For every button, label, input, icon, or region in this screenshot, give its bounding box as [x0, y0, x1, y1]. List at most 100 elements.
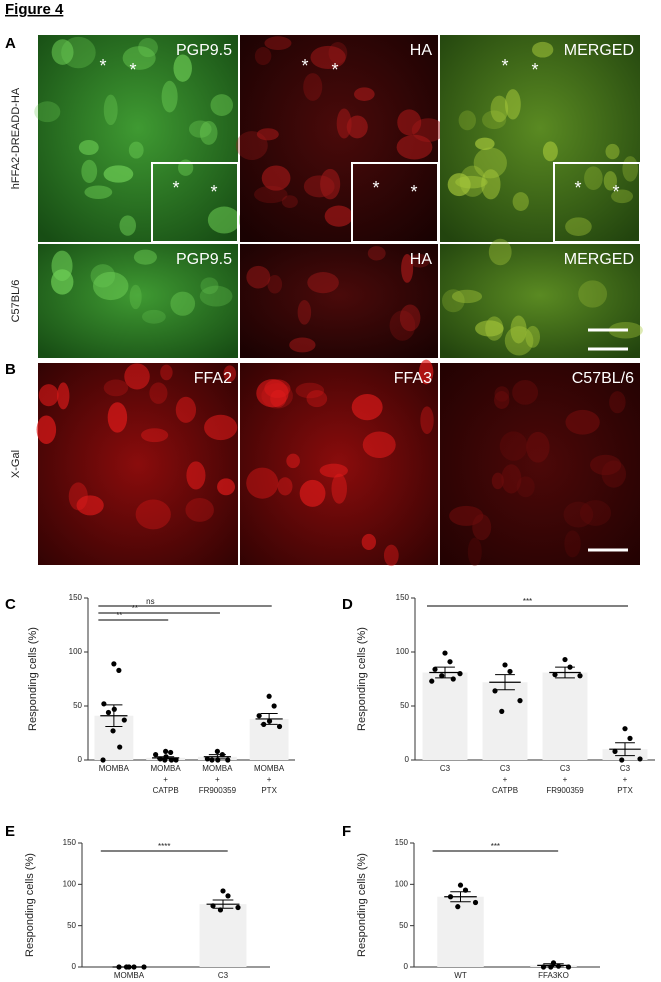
- cell-body: [525, 325, 541, 348]
- data-point: [627, 735, 633, 742]
- y-axis-label: Responding cells (%): [24, 853, 36, 957]
- y-tick-label: 150: [63, 838, 77, 847]
- cell-body: [90, 264, 116, 288]
- marker: *: [410, 182, 417, 202]
- image-label: PGP9.5: [176, 251, 232, 268]
- cell-body: [178, 159, 194, 176]
- cell-body: [217, 478, 236, 496]
- cell-body: [107, 402, 128, 433]
- cell-body: [512, 192, 529, 212]
- cell-body: [473, 147, 507, 179]
- marker: *: [301, 56, 308, 76]
- cell-body: [361, 533, 377, 551]
- data-point: [266, 693, 272, 699]
- y-tick-label: 150: [395, 838, 409, 847]
- y-tick-label: 100: [396, 647, 410, 656]
- cell-body: [420, 406, 434, 435]
- cell-body: [34, 101, 61, 123]
- cell-body: [277, 477, 293, 496]
- data-point: [111, 706, 117, 712]
- y-tick-label: 0: [404, 962, 409, 971]
- cell-body: [481, 110, 507, 130]
- data-point: [622, 726, 628, 732]
- cell-body: [442, 289, 465, 313]
- data-point: [439, 673, 445, 679]
- marker: *: [129, 60, 136, 80]
- cell-body: [475, 320, 504, 337]
- cell-body: [565, 409, 600, 435]
- significance-label: **: [132, 604, 138, 613]
- significance-label: ns: [146, 597, 154, 606]
- cell-body: [76, 495, 104, 516]
- image-label: MERGED: [564, 251, 634, 268]
- cell-body: [622, 156, 639, 182]
- data-point: [209, 757, 215, 763]
- cell-body: [207, 206, 241, 234]
- cell-body: [447, 173, 471, 197]
- data-point: [619, 757, 625, 763]
- x-tick-label: FR900359: [199, 786, 237, 795]
- cell-body: [494, 391, 510, 409]
- cell-body: [186, 461, 206, 490]
- cell-body: [354, 87, 375, 101]
- cell-body: [565, 217, 592, 237]
- cell-body: [261, 383, 293, 409]
- cell-body: [128, 141, 144, 159]
- x-tick-label: C3: [620, 764, 631, 773]
- data-point: [550, 960, 557, 966]
- data-point: [565, 964, 572, 970]
- cell-body: [451, 289, 483, 304]
- cell-body: [161, 80, 178, 113]
- data-point: [101, 701, 107, 707]
- cell-body: [188, 120, 212, 138]
- x-tick-label: WT: [454, 971, 467, 980]
- cell-body: [119, 215, 137, 236]
- inset: [351, 162, 439, 243]
- cell-body: [129, 284, 142, 310]
- cell-body: [170, 291, 196, 316]
- inset: [553, 162, 641, 243]
- cell-body: [299, 479, 326, 507]
- cell-body: [526, 431, 550, 463]
- cell-body: [336, 108, 352, 139]
- cell-body: [138, 38, 158, 58]
- cell-body: [256, 379, 289, 408]
- marker: *: [574, 178, 581, 198]
- data-point: [492, 688, 498, 694]
- micrograph: [38, 35, 238, 242]
- cell-body: [200, 277, 219, 295]
- data-point: [157, 756, 163, 762]
- micrograph: [440, 244, 640, 358]
- x-tick-label: MOMBA: [99, 764, 130, 773]
- x-tick-label: MOMBA: [254, 764, 285, 773]
- y-axis-label: Responding cells (%): [27, 627, 39, 731]
- marker: *: [210, 182, 217, 202]
- significance-label: ***: [523, 597, 532, 606]
- cell-body: [475, 137, 495, 151]
- cell-body: [307, 272, 339, 294]
- data-point: [116, 964, 122, 970]
- data-point: [432, 666, 438, 672]
- data-point: [153, 752, 159, 758]
- bar: [542, 672, 588, 760]
- panel-label: F: [342, 823, 351, 840]
- inset: [151, 162, 239, 243]
- cell-body: [331, 473, 347, 504]
- marker: *: [612, 182, 619, 202]
- data-point: [502, 662, 508, 668]
- bar: [482, 682, 528, 760]
- cell-body: [383, 544, 399, 567]
- y-tick-label: 50: [73, 701, 82, 710]
- cell-body: [501, 464, 522, 494]
- y-tick-label: 50: [399, 921, 408, 930]
- cell-body: [51, 269, 74, 295]
- x-tick-label: CATPB: [492, 786, 518, 795]
- cell-body: [256, 128, 279, 141]
- x-tick-label: +: [267, 775, 272, 784]
- data-point: [540, 964, 547, 970]
- data-point: [567, 664, 573, 670]
- y-tick-label: 0: [78, 755, 83, 764]
- x-tick-label: PTX: [261, 786, 277, 795]
- cell-body: [306, 390, 328, 408]
